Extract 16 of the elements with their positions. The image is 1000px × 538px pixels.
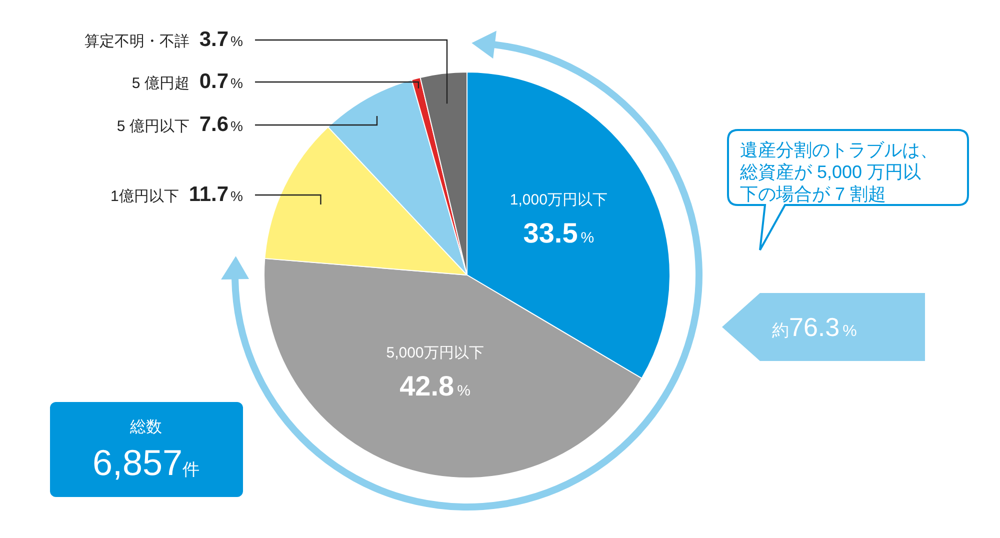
data-label: 0.7% <box>199 70 243 93</box>
slice-label: 5,000万円以下 <box>386 344 484 362</box>
slice-label: 算定不明・不詳 <box>84 33 190 50</box>
data-label: 42.8% <box>400 370 470 402</box>
slice-label: 1億円以下 <box>110 188 179 205</box>
text: 約76.3% <box>772 312 857 342</box>
data-label: 33.5% <box>523 218 594 249</box>
slice-label: 1,000万円以下 <box>510 192 608 209</box>
slice-label: 5 億円超 <box>132 75 190 92</box>
slice-label: 5 億円以下 <box>116 118 190 135</box>
data-label: 11.7% <box>188 183 243 206</box>
data-label: 3.7% <box>199 28 243 51</box>
data-label: 7.6% <box>199 113 243 136</box>
text: 総数 <box>129 419 162 436</box>
text: 6,857件 <box>92 442 200 483</box>
text: 遺産分割のトラブルは、総資産が 5,000 万円以下の場合が 7 割超 <box>739 140 938 204</box>
